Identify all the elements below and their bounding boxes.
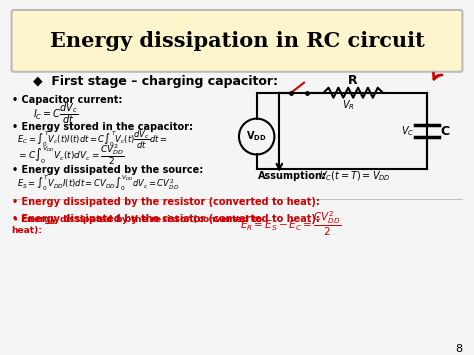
Text: $V_C$: $V_C$	[401, 124, 414, 138]
Text: $= C\int_0^{V_{DD}} V_c(t)dV_c = \dfrac{CV_{DD}^2}{2}$: $= C\int_0^{V_{DD}} V_c(t)dV_c = \dfrac{…	[18, 142, 126, 167]
Text: Energy dissipation in RC circuit: Energy dissipation in RC circuit	[50, 31, 424, 51]
Text: $V_R$: $V_R$	[342, 98, 355, 111]
Text: • Energy stored in the capacitor:: • Energy stored in the capacitor:	[11, 122, 192, 132]
Text: • Energy dissipated by the source:: • Energy dissipated by the source:	[11, 165, 203, 175]
Text: $V_C(t=T) = V_{DD}$: $V_C(t=T) = V_{DD}$	[319, 170, 391, 183]
Text: $I_C = C\dfrac{dV_c}{dt}$: $I_C = C\dfrac{dV_c}{dt}$	[33, 101, 79, 126]
Text: $\mathbf{V_{DD}}$: $\mathbf{V_{DD}}$	[246, 130, 267, 143]
Text: $E_C = \int_0^T V_c(t)I(t)dt = C\int_0^T V_c(t)\dfrac{dV_c}{dt}dt =$: $E_C = \int_0^T V_c(t)I(t)dt = C\int_0^T…	[18, 129, 168, 151]
Text: heat):: heat):	[11, 226, 43, 235]
Text: 8: 8	[455, 344, 462, 354]
Text: $E_R = E_S - E_C = \dfrac{CV_{DD}^2}{2}$: $E_R = E_S - E_C = \dfrac{CV_{DD}^2}{2}$	[240, 210, 341, 238]
Text: Assumption:: Assumption:	[258, 171, 327, 181]
Text: $E_S = \int_0^T V_{DD}I(t)dt = CV_{DD}\int_0^{V_{DD}} dV_c = CV_{DD}^2$: $E_S = \int_0^T V_{DD}I(t)dt = CV_{DD}\i…	[18, 174, 180, 193]
FancyBboxPatch shape	[11, 10, 463, 72]
Text: • Energy dissipated by the resistor (converted to heat):: • Energy dissipated by the resistor (con…	[11, 214, 319, 224]
Text: ◆  First stage – charging capacitor:: ◆ First stage – charging capacitor:	[33, 75, 278, 88]
Text: R: R	[348, 74, 358, 87]
Text: C: C	[440, 125, 449, 138]
Text: • Energy dissipated by the resistor (converted to heat):: • Energy dissipated by the resistor (con…	[11, 197, 319, 207]
Text: $\bullet$ Energy dissipated by the resistor (converted to: $\bullet$ Energy dissipated by the resis…	[11, 213, 263, 226]
Text: • Capacitor current:: • Capacitor current:	[11, 95, 122, 105]
